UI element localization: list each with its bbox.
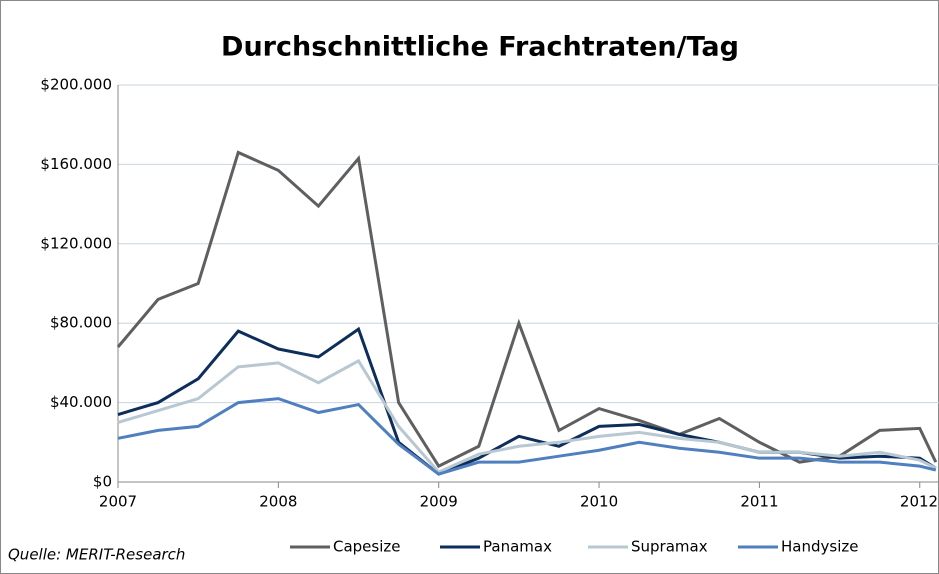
plot [116,150,938,476]
y-tick-label: $40.000 [50,393,112,411]
x-tick-label: 2010 [580,493,618,511]
legend-label: Supramax [631,538,708,556]
series-line [117,397,937,476]
legend-label: Handysize [781,538,858,556]
source: Quelle: MERIT-Research [8,546,185,564]
legend-label: Panamax [483,538,552,556]
y-tick-label: $80.000 [50,314,112,332]
y-tick-label: $0 [93,473,112,491]
x-tick-label: 2008 [259,493,297,511]
y-tick-label: $200.000 [40,76,112,94]
y-tick-label: $120.000 [40,234,112,252]
x-tick-label: 2012 [900,493,938,511]
series-line [117,358,937,474]
y-tick-label: $160.000 [40,155,112,173]
legend-label: Capesize [333,538,401,556]
x-tick-label: 2009 [420,493,458,511]
x-tick-label: 2011 [740,493,778,511]
chart-title: Durchschnittliche Frachtraten/Tag [221,32,739,63]
x-tick-label: 2007 [99,493,137,511]
